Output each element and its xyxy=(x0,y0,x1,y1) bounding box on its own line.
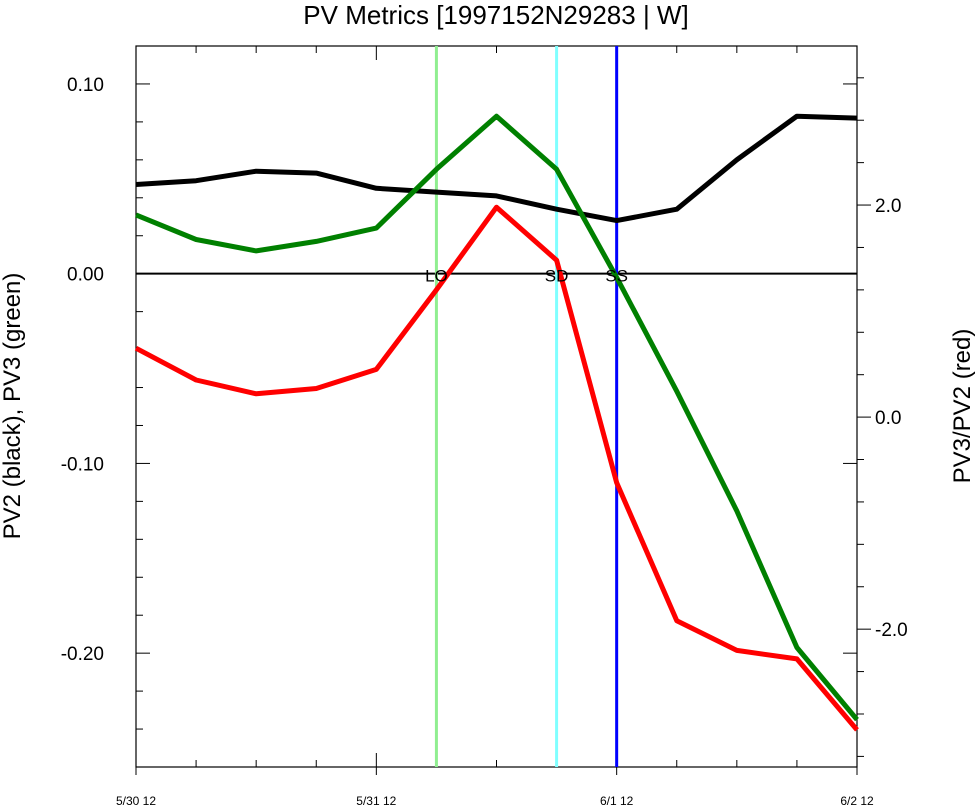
right-y-tick-label: -2.0 xyxy=(875,620,908,641)
right-y-tick-label: 2.0 xyxy=(875,196,901,217)
series-line-pv3 xyxy=(135,113,859,722)
marker-label-sd: SD xyxy=(545,267,569,286)
chart-title: PV Metrics [1997152N29283 | W] xyxy=(303,0,688,30)
left-y-tick-label: 0.00 xyxy=(67,265,104,286)
plot-frame xyxy=(135,45,858,768)
plot-area: 0.10 0.00 -0.10 -0.20 2.0 0.0 -2.0 5/30 12 5/31 … xyxy=(61,45,908,805)
x-tick-label: 5/31 12 xyxy=(356,794,396,805)
series-line-pv2 xyxy=(135,113,858,224)
left-y-tick-label: -0.20 xyxy=(61,644,104,665)
marker-label-ss: SS xyxy=(605,267,628,286)
right-y-axis-label: PV3/PV2 (red) xyxy=(949,329,976,484)
left-y-axis-label: PV2 (black), PV3 (green) xyxy=(0,273,26,540)
x-tick-label: 6/2 12 xyxy=(840,794,874,805)
marker-label-lo: LO xyxy=(425,267,448,286)
right-y-tick-label: 0.0 xyxy=(875,408,901,429)
series-line-ratio xyxy=(134,204,859,732)
x-tick-label: 5/30 12 xyxy=(116,794,156,805)
left-y-tick-label: -0.10 xyxy=(61,454,104,475)
left-y-tick-label: 0.10 xyxy=(67,75,104,96)
x-tick-label: 6/1 12 xyxy=(600,794,634,805)
